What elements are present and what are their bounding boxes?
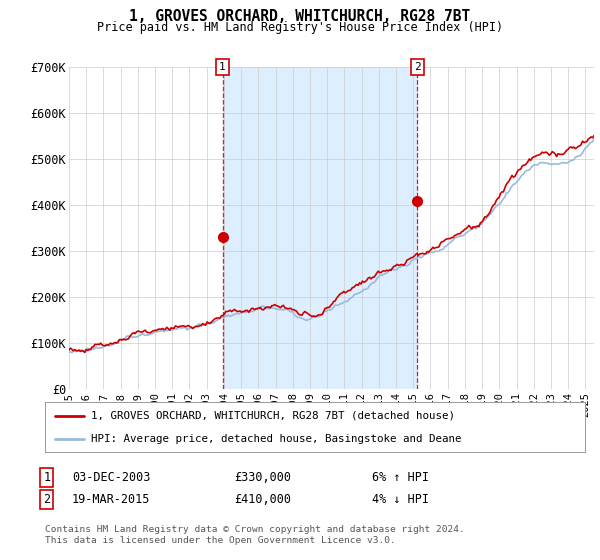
Text: 4% ↓ HPI: 4% ↓ HPI	[372, 493, 429, 506]
Text: 2: 2	[43, 493, 50, 506]
Text: 19-MAR-2015: 19-MAR-2015	[72, 493, 151, 506]
Text: 1: 1	[43, 470, 50, 484]
Text: 2: 2	[413, 62, 421, 72]
Text: 1: 1	[219, 62, 226, 72]
Text: 6% ↑ HPI: 6% ↑ HPI	[372, 470, 429, 484]
Text: Contains HM Land Registry data © Crown copyright and database right 2024.
This d: Contains HM Land Registry data © Crown c…	[45, 525, 465, 545]
Text: £330,000: £330,000	[234, 470, 291, 484]
Bar	[223, 67, 417, 389]
Text: £410,000: £410,000	[234, 493, 291, 506]
Text: 1, GROVES ORCHARD, WHITCHURCH, RG28 7BT: 1, GROVES ORCHARD, WHITCHURCH, RG28 7BT	[130, 9, 470, 24]
Text: 1, GROVES ORCHARD, WHITCHURCH, RG28 7BT (detached house): 1, GROVES ORCHARD, WHITCHURCH, RG28 7BT …	[91, 410, 455, 421]
Text: 03-DEC-2003: 03-DEC-2003	[72, 470, 151, 484]
Text: Price paid vs. HM Land Registry's House Price Index (HPI): Price paid vs. HM Land Registry's House …	[97, 21, 503, 34]
Text: HPI: Average price, detached house, Basingstoke and Deane: HPI: Average price, detached house, Basi…	[91, 434, 461, 444]
